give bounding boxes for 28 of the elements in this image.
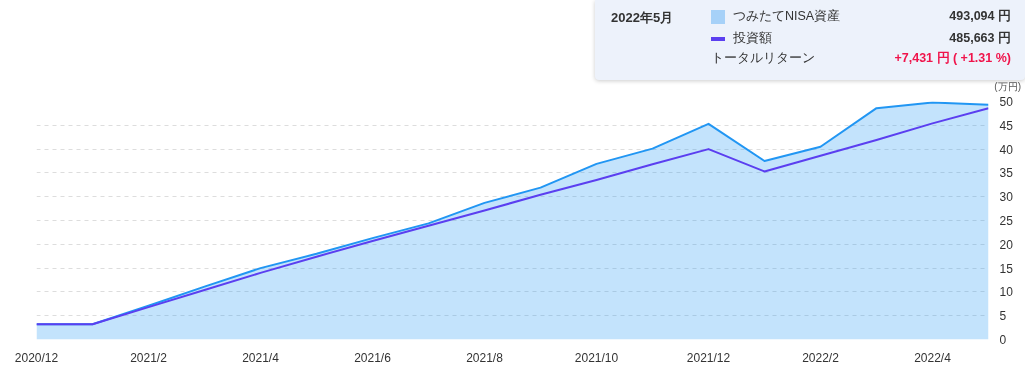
x-tick-label: 2020/12 — [14, 350, 59, 365]
text: トータルリターン — [711, 50, 816, 67]
x-tick-label: 2021/6 — [354, 350, 392, 365]
y-tick-label: 0 — [999, 333, 1007, 347]
text: 2022年5月 — [611, 9, 675, 27]
x-tick-label: 2021/2 — [130, 350, 168, 365]
legend-label: 投資額 — [733, 30, 773, 48]
y-tick-label: 40 — [999, 142, 1014, 157]
x-tick-label: 2021/8 — [466, 350, 504, 365]
x-tick-label: 2021/10 — [574, 350, 619, 365]
y-tick-label: 25 — [999, 214, 1014, 228]
x-tick-label: 2021/4 — [242, 350, 280, 365]
text: +7,431 円 ( +1.31 %) — [894, 50, 1011, 67]
x-tick-label: 2022/4 — [914, 350, 952, 365]
y-axis-title: (万円) — [994, 80, 1021, 94]
y-tick-label: 35 — [999, 166, 1014, 181]
y-tick-label: 45 — [999, 118, 1014, 133]
y-tick-label: 30 — [999, 190, 1014, 205]
y-tick-label: 20 — [999, 237, 1014, 252]
legend-label: つみたてNISA資産 — [733, 8, 842, 26]
y-tick-label: 10 — [999, 285, 1014, 300]
y-tick-label: 5 — [999, 309, 1007, 324]
text: 485,663 円 — [949, 30, 1011, 48]
text: 493,094 円 — [949, 8, 1011, 26]
y-tick-label: 50 — [999, 95, 1014, 109]
x-tick-label: 2021/12 — [686, 350, 731, 365]
x-tick-label: 2022/2 — [802, 350, 840, 365]
y-tick-label: 15 — [999, 261, 1014, 276]
